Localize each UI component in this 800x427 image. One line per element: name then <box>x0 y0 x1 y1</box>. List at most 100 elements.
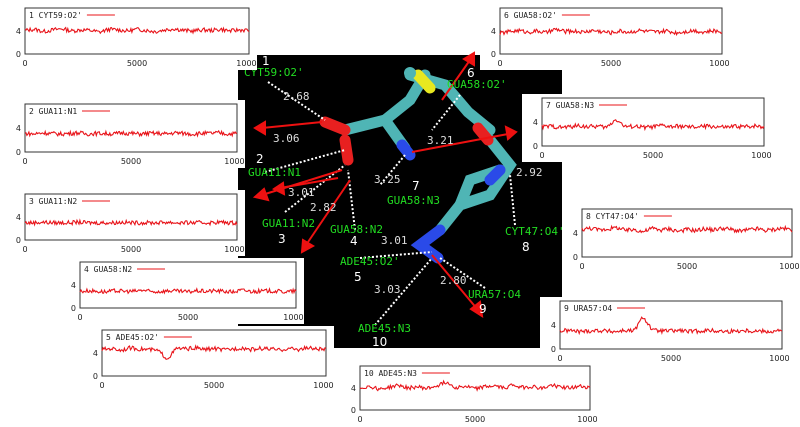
y-tick-label: 0 <box>491 50 496 59</box>
y-tick-label: 0 <box>551 345 556 354</box>
plot-svg: 10 ADE45:N3 4 00 5000 10000 <box>351 365 598 424</box>
x-tick-label: 10000 <box>224 157 245 166</box>
series-line <box>101 344 327 360</box>
plot-svg: 3 GUA11:N2 4 00 5000 10000 <box>16 193 245 254</box>
x-tick-label: 5000 <box>465 415 485 424</box>
series-line <box>24 218 238 227</box>
index-label: 7 <box>412 179 420 193</box>
y-tick-label: 4 <box>551 321 556 330</box>
index-label: 5 <box>354 270 362 284</box>
series-line <box>499 27 723 37</box>
distance-label: 3.03 <box>374 283 401 296</box>
arrowhead <box>469 300 484 319</box>
y-tick-label: 0 <box>16 50 21 59</box>
distance-plot-1: 1 CYT59:O2' 4 00 5000 10000 <box>5 4 257 70</box>
plot-frame <box>24 103 238 153</box>
x-tick-label: 10000 <box>709 59 730 68</box>
x-tick-label: 10000 <box>769 354 790 363</box>
arrow <box>261 121 323 129</box>
distance-line <box>374 257 433 326</box>
index-label: 10 <box>372 335 387 349</box>
plot-title: 7 GUA58:N3 <box>546 101 594 110</box>
nitrogen-bond <box>396 139 416 161</box>
distance-plot-8: 8 CYT47:O4' 4 00 5000 10000 <box>562 205 800 273</box>
distance-label: 2.68 <box>283 90 310 103</box>
distance-label: 3.01 <box>288 186 315 199</box>
distance-plot-6: 6 GUA58:O2' 4 00 5000 10000 <box>480 4 730 70</box>
x-tick-label: 5000 <box>127 59 147 68</box>
x-tick-label: 0 <box>22 59 27 68</box>
series-line <box>559 316 783 336</box>
y-tick-label: 0 <box>533 142 538 151</box>
x-tick-label: 0 <box>557 354 562 363</box>
arrow <box>261 169 343 196</box>
distance-label: 2.92 <box>516 166 543 179</box>
y-tick-label: 0 <box>351 406 356 415</box>
distance-line <box>267 81 326 121</box>
distance-plot-4: 4 GUA58:N2 4 00 5000 10000 <box>60 258 304 324</box>
y-tick-label: 4 <box>351 384 356 393</box>
plot-title: 8 CYT47:O4' <box>586 212 639 221</box>
distance-label: 2.80 <box>440 274 467 287</box>
atom-label: GUA58:O2' <box>447 78 507 91</box>
series-line <box>541 119 765 132</box>
x-tick-label: 10000 <box>577 415 598 424</box>
y-tick-label: 4 <box>93 349 98 358</box>
oxygen-bond <box>319 116 351 136</box>
plot-title: 5 ADE45:O2' <box>106 333 159 342</box>
arrow <box>431 254 479 311</box>
plot-svg: 6 GUA58:O2' 4 00 5000 10000 <box>491 7 730 68</box>
sulfur-bond <box>412 69 436 94</box>
oxygen-bond <box>339 134 354 166</box>
distance-lines <box>264 81 516 326</box>
y-tick-label: 0 <box>71 304 76 313</box>
atom-label: URA57:O4 <box>468 288 521 301</box>
x-tick-label: 5000 <box>677 262 697 271</box>
ring-bond <box>434 134 517 236</box>
series-line <box>24 26 250 35</box>
y-tick-label: 4 <box>16 27 21 36</box>
arrow <box>279 177 339 189</box>
x-tick-label: 0 <box>22 245 27 254</box>
index-label: 9 <box>479 302 487 316</box>
plot-svg: 9 URA57:O4 4 00 5000 10000 <box>551 300 790 363</box>
atom-label: GUA11:N1 <box>248 166 301 179</box>
distance-line <box>509 174 516 226</box>
distance-plot-5: 5 ADE45:O2' 4 00 5000 10000 <box>82 326 334 392</box>
ring-bond <box>410 224 446 264</box>
plot-title: 6 GUA58:O2' <box>504 11 557 20</box>
carbon-atom <box>404 67 416 79</box>
distance-label: 3.06 <box>273 132 300 145</box>
x-tick-label: 5000 <box>121 157 141 166</box>
distance-line <box>439 257 486 289</box>
arrows <box>252 51 518 319</box>
x-tick-label: 5000 <box>601 59 621 68</box>
x-tick-label: 5000 <box>204 381 224 390</box>
index-label: 8 <box>522 240 530 254</box>
index-label: 1 <box>262 54 270 68</box>
distance-plot-9: 9 URA57:O4 4 00 5000 10000 <box>540 297 790 365</box>
atom-label: CYT59:O2' <box>244 66 304 79</box>
distance-line <box>347 169 356 231</box>
x-tick-label: 0 <box>497 59 502 68</box>
y-tick-label: 4 <box>16 213 21 222</box>
distance-plot-3: 3 GUA11:N2 4 00 5000 10000 <box>5 190 245 256</box>
arrowhead <box>253 120 266 136</box>
plot-title: 4 GUA58:N2 <box>84 265 132 274</box>
y-tick-label: 0 <box>16 148 21 157</box>
y-tick-label: 4 <box>491 27 496 36</box>
x-tick-label: 10000 <box>224 245 245 254</box>
x-tick-label: 10000 <box>313 381 334 390</box>
arrow <box>441 59 471 101</box>
plot-svg: 8 CYT47:O4' 4 00 5000 10000 <box>573 208 800 271</box>
arrowhead <box>300 238 316 254</box>
atom-label: GUA58:N2 <box>330 223 383 236</box>
plot-frame <box>101 329 327 377</box>
arrow <box>305 179 351 246</box>
atom-label: GUA58:N3 <box>387 194 440 207</box>
arrow <box>411 133 509 153</box>
index-label: 4 <box>350 234 358 248</box>
molecule-model <box>319 67 517 264</box>
plot-frame <box>559 300 783 350</box>
